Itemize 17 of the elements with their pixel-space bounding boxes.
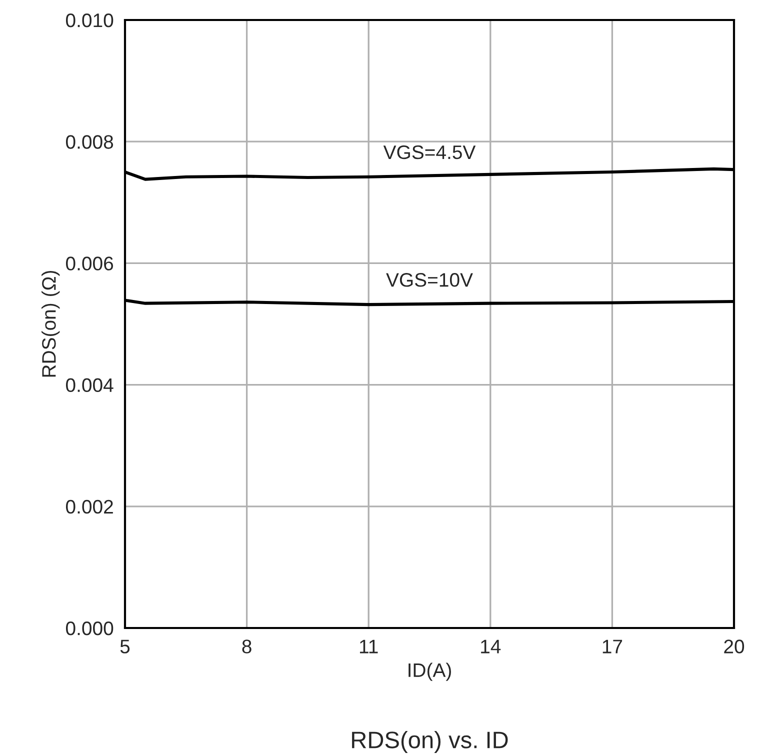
x-tick-label: 14 (481, 640, 501, 654)
y-tick-label: 0.004 (66, 378, 114, 392)
x-tick-label: 8 (242, 640, 252, 654)
y-tick-label: 0.006 (66, 256, 114, 270)
x-tick-label: 17 (602, 640, 622, 654)
text: RDS(on) vs. ID (352, 730, 508, 753)
x-axis-title: ID(A) (408, 662, 451, 681)
y-tick-label: 0.000 (66, 621, 114, 636)
x-tick-label: 20 (724, 640, 744, 654)
series-label: VGS=10V (386, 273, 473, 287)
x-tick-label: 11 (360, 640, 378, 654)
y-tick-label: 0.010 (66, 13, 114, 28)
y-axis-title: RDS(on) (Ω) (42, 270, 60, 377)
y-tick-label: 0.008 (66, 135, 114, 149)
y-tick-label: 0.002 (66, 500, 113, 514)
series-label: VGS=4.5V (383, 145, 476, 160)
x-tick-label: 5 (120, 640, 130, 654)
